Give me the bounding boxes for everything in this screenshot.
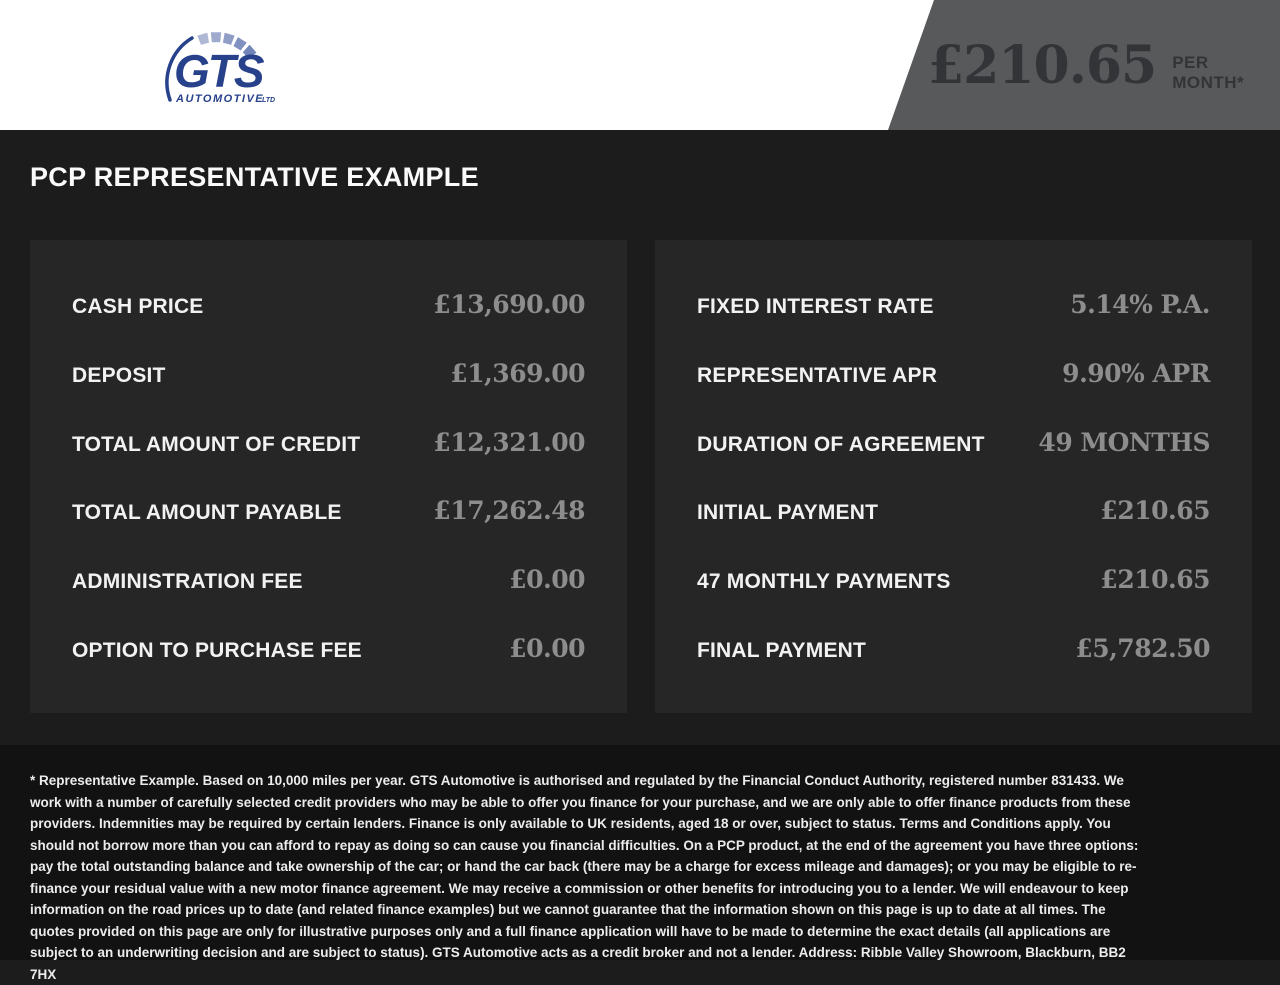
finance-row-apr: REPRESENTATIVE APR 9.90% APR xyxy=(697,359,1210,388)
row-value: £17,262.48 xyxy=(433,496,585,526)
row-value: 49 MONTHS xyxy=(1038,427,1210,457)
disclaimer-footer: * Representative Example. Based on 10,00… xyxy=(0,745,1280,982)
monthly-price-banner: £210.65 PER MONTH* xyxy=(888,0,1280,130)
brand-name-text: GTS xyxy=(174,45,265,97)
brand-sub-text: AUTOMOTIVE xyxy=(175,93,264,105)
row-label: DURATION OF AGREEMENT xyxy=(697,432,985,456)
finance-row-admin-fee: ADMINISTRATION FEE £0.00 xyxy=(72,565,585,594)
row-label: FINAL PAYMENT xyxy=(697,639,867,663)
row-label: OPTION TO PURCHASE FEE xyxy=(72,639,362,663)
row-label: REPRESENTATIVE APR xyxy=(697,363,938,387)
finance-example-section: PCP REPRESENTATIVE EXAMPLE CASH PRICE £1… xyxy=(0,130,1280,745)
finance-row-initial-payment: INITIAL PAYMENT £210.65 xyxy=(697,496,1210,525)
finance-row-total-credit: TOTAL AMOUNT OF CREDIT £12,321.00 xyxy=(72,428,585,457)
gauge-segment xyxy=(210,32,222,43)
finance-row-cash-price: CASH PRICE £13,690.00 xyxy=(72,290,585,319)
finance-panel-right: FIXED INTEREST RATE 5.14% P.A. REPRESENT… xyxy=(655,240,1252,713)
gauge-segment xyxy=(222,32,235,45)
row-value: £210.65 xyxy=(1100,496,1210,526)
finance-panel-left: CASH PRICE £13,690.00 DEPOSIT £1,369.00 … xyxy=(30,240,627,713)
row-label: CASH PRICE xyxy=(72,294,204,318)
disclaimer-text: * Representative Example. Based on 10,00… xyxy=(30,773,1139,982)
row-label: DEPOSIT xyxy=(72,363,166,387)
page-title: PCP REPRESENTATIVE EXAMPLE xyxy=(30,162,479,192)
finance-row-option-fee: OPTION TO PURCHASE FEE £0.00 xyxy=(72,634,585,663)
finance-row-monthly-payments: 47 MONTHLY PAYMENTS £210.65 xyxy=(697,565,1210,594)
monthly-price-period: PER MONTH* xyxy=(1172,53,1245,92)
finance-row-duration: DURATION OF AGREEMENT 49 MONTHS xyxy=(697,428,1210,457)
gauge-arc xyxy=(165,36,194,102)
row-value: 5.14% P.A. xyxy=(1070,289,1210,319)
brand-suffix-text: LTD xyxy=(262,97,275,104)
finance-row-interest-rate: FIXED INTEREST RATE 5.14% P.A. xyxy=(697,290,1210,319)
gauge-segment xyxy=(242,44,257,59)
row-value: £5,782.50 xyxy=(1075,634,1210,664)
gts-logo: GTS AUTOMOTIVE LTD xyxy=(158,20,288,115)
top-header: GTS AUTOMOTIVE LTD £210.65 PER MONTH* xyxy=(0,0,1280,130)
row-value: £0.00 xyxy=(509,634,585,664)
row-label: ADMINISTRATION FEE xyxy=(72,570,303,594)
speedometer-logo-icon: GTS AUTOMOTIVE LTD xyxy=(165,32,275,105)
row-value: £13,690.00 xyxy=(433,289,585,319)
finance-row-deposit: DEPOSIT £1,369.00 xyxy=(72,359,585,388)
gauge-segment xyxy=(233,37,247,51)
row-value: £12,321.00 xyxy=(433,427,585,457)
gauge-segment xyxy=(197,32,210,45)
row-label: FIXED INTEREST RATE xyxy=(697,294,934,318)
row-label: 47 MONTHLY PAYMENTS xyxy=(697,570,951,594)
finance-row-total-payable: TOTAL AMOUNT PAYABLE £17,262.48 xyxy=(72,496,585,525)
finance-panels: CASH PRICE £13,690.00 DEPOSIT £1,369.00 … xyxy=(30,240,1252,713)
row-label: INITIAL PAYMENT xyxy=(697,501,879,525)
row-label: TOTAL AMOUNT OF CREDIT xyxy=(72,432,361,456)
row-label: TOTAL AMOUNT PAYABLE xyxy=(72,501,342,525)
monthly-price-amount: £210.65 xyxy=(928,34,1157,96)
row-value: £1,369.00 xyxy=(450,358,585,388)
finance-row-final-payment: FINAL PAYMENT £5,782.50 xyxy=(697,634,1210,663)
row-value: £0.00 xyxy=(509,565,585,595)
row-value: 9.90% APR xyxy=(1062,358,1210,388)
row-value: £210.65 xyxy=(1100,565,1210,595)
